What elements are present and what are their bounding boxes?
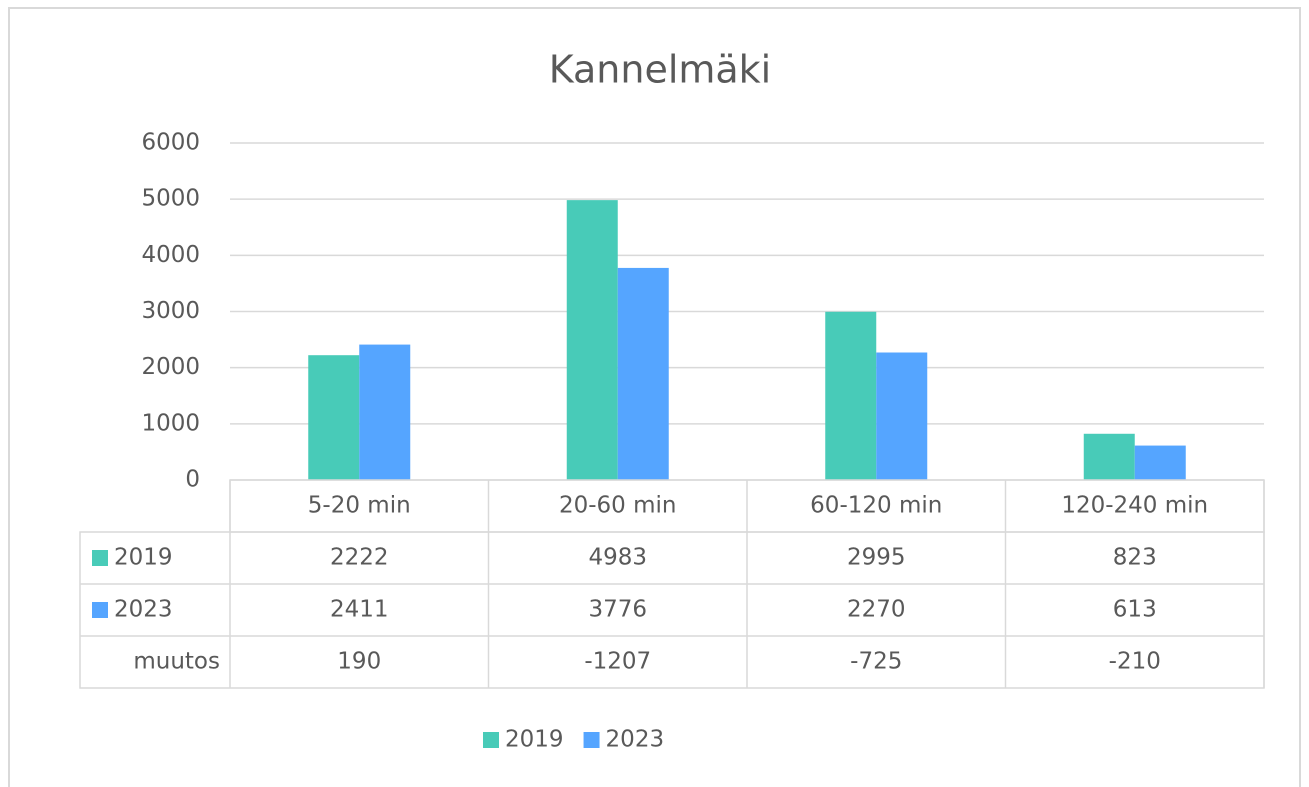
- x-tick-label: 20-60 min: [559, 493, 677, 519]
- legend-label: 2019: [505, 727, 564, 753]
- y-tick-label: 6000: [141, 130, 200, 156]
- bar: [308, 355, 360, 480]
- table-value: 613: [1113, 597, 1157, 623]
- y-tick-label: 0: [185, 467, 200, 493]
- table-value: -1207: [584, 649, 651, 675]
- x-tick-label: 120-240 min: [1061, 493, 1208, 519]
- bar: [617, 267, 669, 480]
- legend-label: 2023: [606, 727, 665, 753]
- legend-key: [583, 732, 600, 748]
- legend-key: [483, 732, 499, 748]
- table-value: 4983: [588, 545, 647, 571]
- table-value: 3776: [588, 597, 647, 623]
- bar: [1083, 433, 1135, 480]
- table-value: 2270: [847, 597, 906, 623]
- table-value: -210: [1109, 649, 1161, 675]
- table-row-label: 2023: [114, 597, 173, 623]
- table-value: 2411: [330, 597, 389, 623]
- table-value: 823: [1113, 545, 1157, 571]
- bar: [566, 200, 618, 480]
- table-value: 2995: [847, 545, 906, 571]
- bar: [359, 344, 411, 480]
- table-value: 190: [337, 649, 381, 675]
- y-tick-label: 2000: [141, 354, 200, 380]
- bar: [1134, 445, 1186, 480]
- table-value: 2222: [330, 545, 389, 571]
- y-tick-label: 1000: [141, 410, 200, 436]
- table-legend-key: [92, 602, 108, 618]
- bar: [825, 311, 877, 480]
- table-row-label: 2019: [114, 545, 173, 571]
- bar: [876, 352, 928, 480]
- table-row-label: muutos: [133, 649, 220, 675]
- x-tick-label: 5-20 min: [308, 493, 411, 519]
- chart-title: Kannelmäki: [549, 48, 772, 92]
- table-value: -725: [850, 649, 902, 675]
- y-tick-label: 4000: [141, 242, 200, 268]
- x-tick-label: 60-120 min: [810, 493, 942, 519]
- y-tick-label: 5000: [141, 186, 200, 212]
- table-legend-key: [92, 550, 108, 566]
- y-tick-label: 3000: [141, 298, 200, 324]
